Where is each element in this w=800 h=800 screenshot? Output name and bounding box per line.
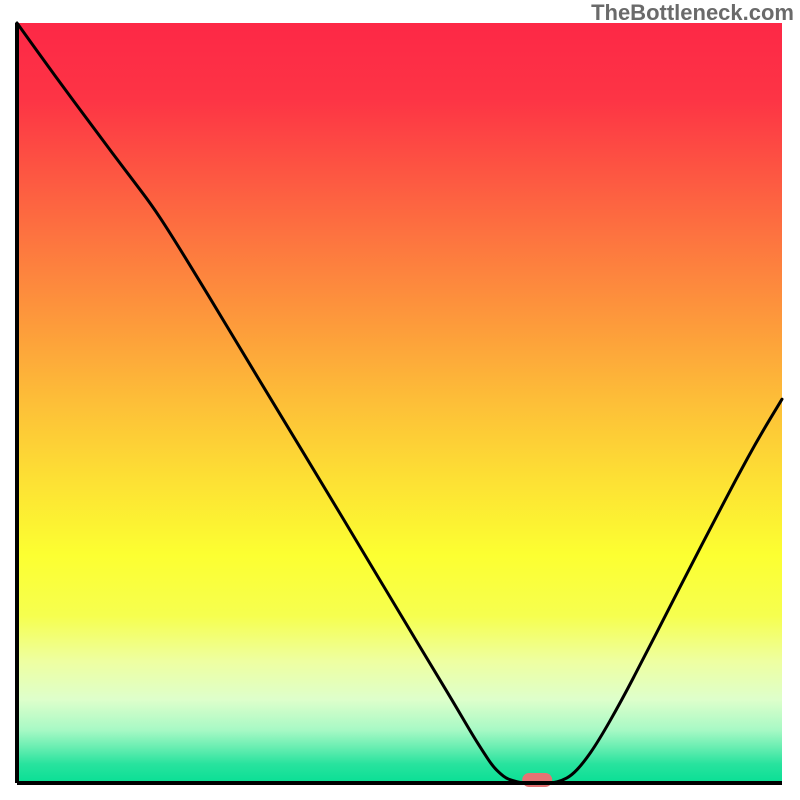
chart-container: TheBottleneck.com	[0, 0, 800, 800]
chart-background	[17, 23, 782, 783]
bottleneck-chart	[0, 0, 800, 800]
watermark-text: TheBottleneck.com	[591, 0, 794, 26]
